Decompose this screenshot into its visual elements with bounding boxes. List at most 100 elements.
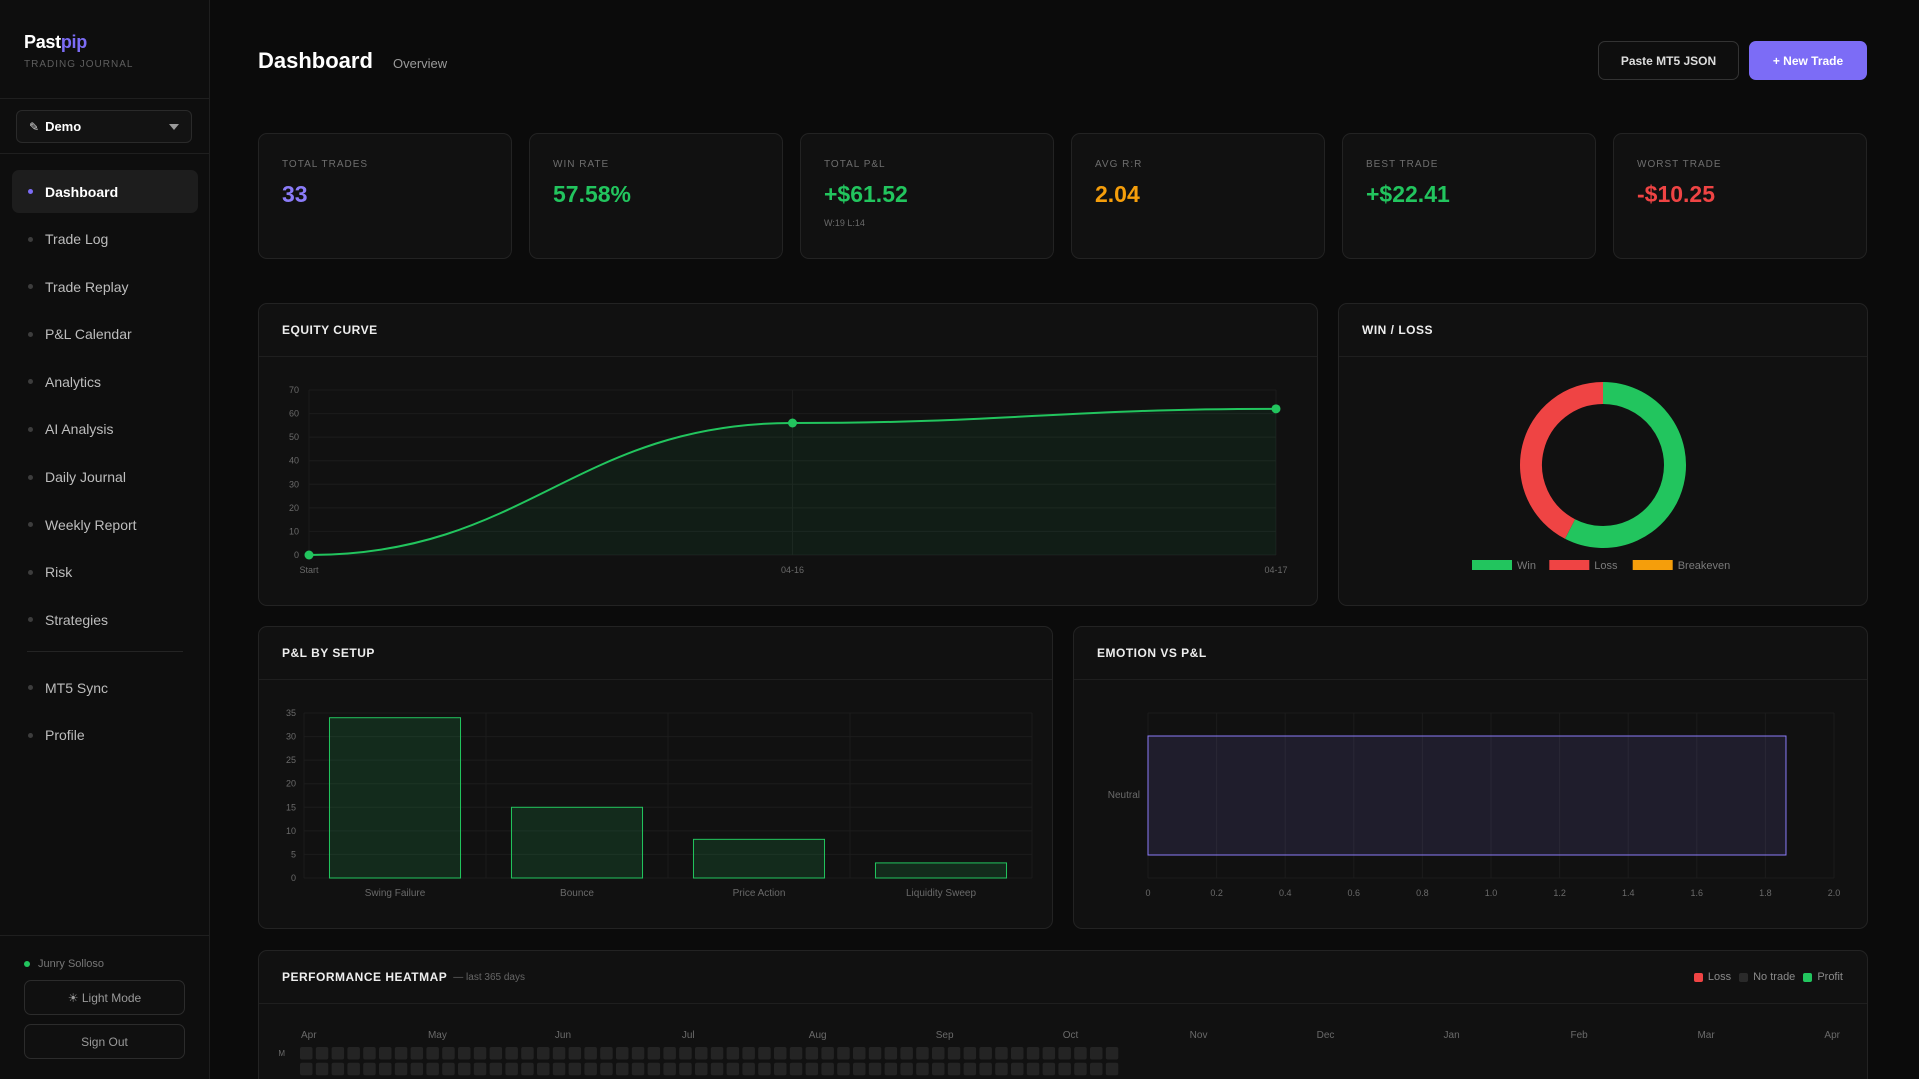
sidebar-item-trade-log[interactable]: Trade Log [12,218,198,261]
heatmap-cell [1026,1047,1040,1060]
legend-swatch [1803,972,1813,982]
month-label: May [428,1030,447,1041]
stat-value: -$10.25 [1637,181,1716,207]
heatmap-cell [963,1062,977,1076]
sidebar-divider [0,935,210,936]
stat-card-total-pl: Total P&L +$61.52 W:19 L:14 [800,133,1054,259]
new-trade-button[interactable]: + New Trade [1749,41,1867,80]
heatmap-cell [363,1047,376,1060]
sidebar-item-trade-replay[interactable]: Trade Replay [12,265,198,308]
sidebar-item-ai-analysis[interactable]: AI Analysis [12,408,198,451]
heatmap-cell [647,1047,661,1060]
heatmap-cell [537,1047,550,1060]
y-tick-label: 10 [289,526,299,536]
light-mode-button[interactable]: ☀ Light Mode [24,980,185,1015]
bar-price-action [692,838,826,879]
sidebar-item-mt5-sync[interactable]: MT5 Sync [12,666,198,709]
bar-swing-failure [328,717,462,879]
heatmap-cell [1042,1062,1056,1076]
dot-icon [28,617,33,623]
heatmap-cell [616,1047,629,1060]
y-tick-label: Neutral [1108,790,1140,801]
y-tick-label: 20 [286,779,296,789]
x-tick-label: Liquidity Sweep [906,888,976,899]
heatmap-cell [600,1062,613,1076]
heatmap-cell [1042,1047,1056,1060]
heatmap-cell [868,1047,882,1060]
y-tick-label: 0 [291,873,296,883]
heatmap-cell [647,1062,661,1076]
heatmap-cell [300,1047,313,1060]
heatmap-cell [821,1047,834,1060]
heatmap-cell [489,1047,503,1060]
sidebar: Pastpip TRADING JOURNAL ✎ Demo Dashboard… [0,0,210,1079]
heatmap-cell [853,1062,866,1076]
performance-heatmap-chart: Apr May Jun Jul Aug Sep Oct Nov Dec Jan Feb Mar Apr M [278,1030,1841,1076]
heatmap-cell [868,1062,882,1076]
heatmap-cell [489,1062,503,1076]
heatmap-cell [552,1062,566,1076]
heatmap-cell [932,1047,945,1060]
sidebar-item-profile[interactable]: Profile [12,714,198,757]
stat-card-avg-rr: Avg R:R 2.04 [1071,133,1325,259]
heatmap-cell [663,1062,676,1076]
bar-bounce [510,806,644,879]
heatmap-cell [1074,1062,1087,1076]
stat-label: Win Rate [553,159,610,170]
heatmap-cell [394,1047,408,1060]
heatmap-cell [631,1062,645,1076]
heatmap-cell [695,1062,708,1076]
heatmap-cell [379,1047,392,1060]
legend-swatch [1739,972,1749,982]
dot-icon [28,569,33,575]
stat-value: 2.04 [1095,181,1140,207]
brand-logo[interactable]: Pastpip TRADING JOURNAL [24,32,133,70]
heatmap-cell [521,1062,534,1076]
stat-label: Worst Trade [1637,159,1722,170]
sidebar-item-strategies[interactable]: Strategies [12,598,198,641]
legend-label: No trade [1753,971,1796,983]
heatmap-cell [758,1062,771,1076]
heatmap-cell [631,1047,645,1060]
heatmap-cell [963,1047,977,1060]
sidebar-item-analytics[interactable]: Analytics [12,360,198,403]
sidebar-item-daily-journal[interactable]: Daily Journal [12,456,198,499]
pl-by-setup-panel: 0 5 10 15 20 25 30 35 Swing Failure Bounce Price A… [258,626,1053,929]
paste-mt5-json-button[interactable]: Paste MT5 JSON [1598,41,1739,80]
equity-point [304,550,314,560]
panel-title: PERFORMANCE HEATMAP — last 365 days [259,951,1867,1004]
page-subtitle: Overview [393,56,448,71]
month-label: Jan [1444,1030,1460,1041]
heatmap-cell [1105,1062,1119,1076]
heatmap-cell [426,1062,439,1076]
dot-icon [28,189,33,194]
legend-swatch [1472,560,1512,570]
x-tick-label: 1.2 [1553,888,1566,898]
bar-neutral [1147,735,1787,856]
sidebar-item-risk[interactable]: Risk [12,551,198,594]
sidebar-item-weekly-report[interactable]: Weekly Report [12,503,198,546]
sidebar-item-pl-calendar[interactable]: P&L Calendar [12,313,198,356]
y-tick-label: 60 [289,409,299,419]
heatmap-cell [616,1062,629,1076]
heatmap-title: PERFORMANCE HEATMAP [282,970,448,984]
stat-label: Avg R:R [1095,159,1143,170]
heatmap-cell [758,1047,771,1060]
sidebar-divider [0,153,210,154]
y-tick-label: 50 [289,432,299,442]
account-select[interactable]: ✎ Demo [16,110,192,143]
month-label: Feb [1571,1030,1589,1041]
sidebar-item-dashboard[interactable]: Dashboard [12,170,198,213]
heatmap-cell [410,1047,424,1060]
legend-swatch [1549,560,1590,570]
sign-out-button[interactable]: Sign Out [24,1024,185,1059]
heatmap-cell [315,1047,329,1060]
heatmap-cell [1105,1047,1119,1060]
month-label: Oct [1063,1030,1079,1041]
brand-name: Pastpip [24,32,87,52]
legend-swatch [1693,972,1703,982]
heatmap-cell [710,1047,724,1060]
bar-liquidity-sweep [874,862,1008,879]
legend-label: Breakeven [1678,560,1731,572]
heatmap-cell [1058,1047,1071,1060]
